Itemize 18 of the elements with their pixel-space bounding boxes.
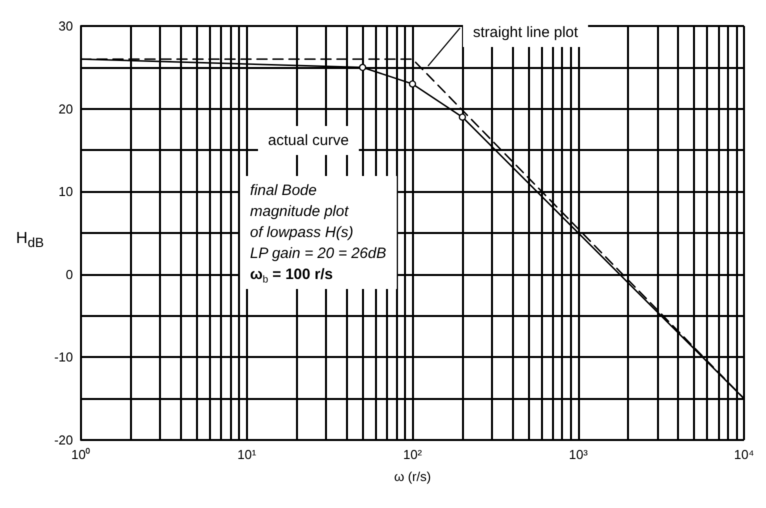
point [458, 113, 466, 121]
y-axis-title: H$_{dB}$ [16, 230, 44, 250]
point [359, 64, 366, 71]
y-tick-label: 0 [66, 266, 73, 282]
annotation: actual curve [268, 132, 349, 149]
x-tick-label: 10¹ [237, 447, 257, 462]
x-tick-label: 10³ [568, 447, 588, 462]
x-axis-title: ω (r/s) [394, 469, 431, 484]
annotation: straight line plot [473, 24, 579, 41]
point [408, 80, 416, 88]
y-tick-label: 30 [58, 18, 73, 34]
y-tick-label: -10 [54, 350, 73, 365]
y-tick-label: 20 [58, 101, 73, 116]
x-tick-label: 10⁴ [734, 447, 754, 462]
y-tick-label: -20 [54, 432, 73, 448]
x-tick-label: 10² [403, 447, 423, 462]
x-tick-label: 10⁰ [71, 447, 91, 462]
y-tick-label: 10 [58, 184, 73, 200]
